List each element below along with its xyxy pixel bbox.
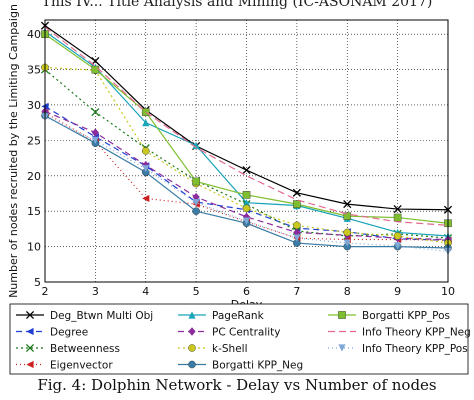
data-point <box>292 188 301 197</box>
data-point <box>142 165 150 173</box>
legend-item: Info Theory KPP_Neg <box>328 327 471 339</box>
data-point <box>293 200 301 208</box>
legend-label: Eigenvector <box>50 360 113 372</box>
legend-item: Eigenvector <box>16 360 113 372</box>
y-tick-label: 25 <box>27 134 41 147</box>
legend-marker <box>26 327 34 336</box>
data-point <box>343 239 351 247</box>
series-line <box>44 115 449 249</box>
legend-marker <box>25 310 35 320</box>
data-point <box>192 141 200 149</box>
plot-frame <box>44 19 449 283</box>
legend-label: Degree <box>50 327 88 339</box>
tick-labels: 2 3 4 5 6 7 8 9 10 5 10 15 20 25 30 35 40 <box>27 28 455 298</box>
x-tick-label: 6 <box>243 285 250 298</box>
legend: Deg_Btwn Multi Obj Degree Betweenness Eigen… <box>9 303 471 375</box>
y-tick-label: 5 <box>34 276 41 289</box>
x-tick-label: 9 <box>394 285 401 298</box>
legend-box <box>9 303 469 375</box>
data-point <box>91 107 100 117</box>
y-tick-label: 30 <box>27 99 41 112</box>
grid <box>44 20 449 283</box>
legend-marker <box>188 327 196 336</box>
legend-item: PageRank <box>178 310 265 322</box>
data-point <box>91 128 99 137</box>
data-point <box>393 213 402 222</box>
y-tick-label: 40 <box>27 28 41 41</box>
legend-label: PC Centrality <box>212 327 280 339</box>
y-tick-label: 10 <box>27 241 41 254</box>
legend-label: Info Theory KPP_Pos <box>362 343 468 355</box>
legend-item: Borgatti KPP_Pos <box>328 310 450 322</box>
legend-label: Borgatti KPP_Neg <box>212 360 303 372</box>
caption-top: This IV... Title Analysis and Mining (IC… <box>41 0 433 10</box>
data-point <box>394 242 402 250</box>
legend-label: Deg_Btwn Multi Obj <box>50 310 153 322</box>
series-line <box>44 110 449 241</box>
figure-caption: Fig. 4: Dolphin Network - Delay vs Numbe… <box>37 376 437 394</box>
data-point <box>192 207 200 215</box>
legend-label: k-Shell <box>212 343 247 355</box>
data-point <box>91 65 100 74</box>
legend-item: Info Theory KPP_Pos <box>328 343 468 355</box>
legend-item: PC Centrality <box>178 327 280 339</box>
data-point <box>142 119 150 127</box>
data-point <box>393 205 402 214</box>
legend-marker <box>338 311 346 319</box>
legend-label: PageRank <box>212 310 265 322</box>
legend-item: k-Shell <box>178 343 247 355</box>
series-line <box>44 69 449 239</box>
y-tick-label: 20 <box>27 170 41 183</box>
data-point <box>242 191 251 199</box>
data-point <box>141 147 150 155</box>
x-tick-label: 5 <box>193 285 200 298</box>
legend-marker <box>25 343 35 353</box>
x-tick-label: 3 <box>92 285 99 298</box>
legend-label: Betweenness <box>50 343 120 355</box>
data-point <box>91 136 99 144</box>
data-point <box>293 234 301 242</box>
data-point <box>293 221 301 230</box>
legend-item: Degree <box>16 327 88 339</box>
data-point <box>142 194 150 203</box>
legend-marker <box>188 344 196 352</box>
y-axis-label: Number of nodes recruited by the Limitin… <box>7 4 20 298</box>
legend-marker <box>188 311 196 319</box>
series-layer <box>40 21 453 256</box>
legend-item: Borgatti KPP_Neg <box>178 360 303 372</box>
data-point <box>343 212 352 220</box>
data-point <box>242 199 251 207</box>
data-point <box>192 199 200 207</box>
x-tick-label: 8 <box>344 285 351 298</box>
data-point <box>343 228 352 237</box>
legend-item: Betweenness <box>16 343 120 355</box>
legend-marker <box>188 360 196 369</box>
data-point <box>242 217 251 225</box>
legend-marker <box>26 360 34 369</box>
legend-marker <box>338 344 346 352</box>
x-tick-label: 10 <box>441 285 455 298</box>
y-tick-label: 15 <box>27 205 41 218</box>
legend-item: Deg_Btwn Multi Obj <box>16 310 153 322</box>
data-point <box>242 166 251 175</box>
x-tick-label: 7 <box>293 285 300 298</box>
data-point <box>141 108 150 116</box>
legend-label: Info Theory KPP_Neg <box>362 327 471 339</box>
data-point <box>343 200 352 209</box>
x-tick-label: 2 <box>42 285 49 298</box>
data-point <box>192 177 200 186</box>
series-info-theory-kpp-pos <box>41 113 452 256</box>
x-tick-label: 4 <box>142 285 149 298</box>
data-point <box>393 232 402 240</box>
legend-label: Borgatti KPP_Pos <box>362 310 450 322</box>
y-tick-label: 35 <box>27 64 41 77</box>
data-point <box>242 204 251 213</box>
